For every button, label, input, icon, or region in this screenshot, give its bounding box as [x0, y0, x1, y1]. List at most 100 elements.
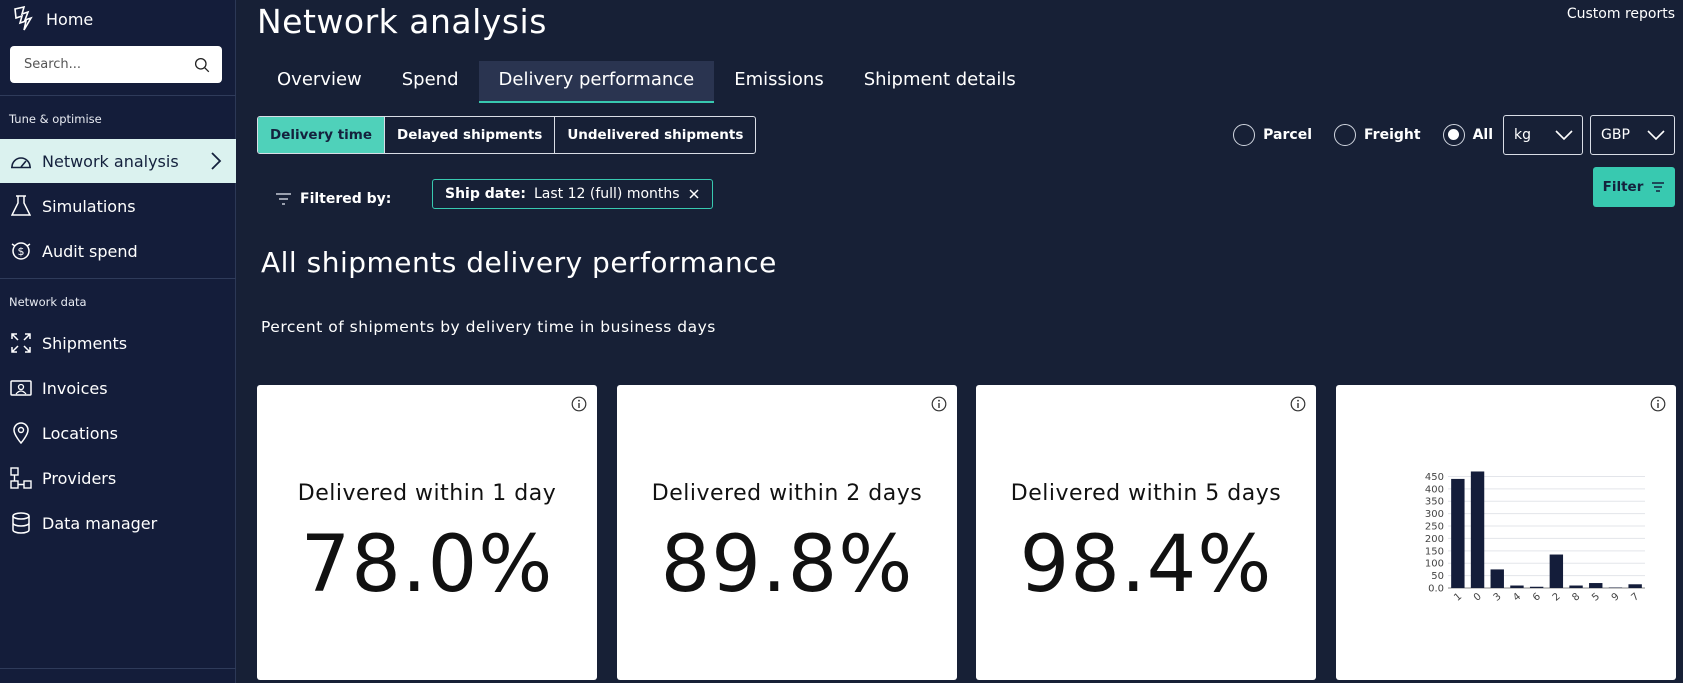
chart-bar[interactable] [1510, 585, 1524, 588]
radio-freight[interactable]: Freight [1334, 124, 1421, 146]
radio-button[interactable] [1442, 124, 1465, 146]
search-input[interactable] [24, 57, 194, 72]
audit-icon: $ [10, 240, 32, 262]
currency-select[interactable]: GBP [1590, 115, 1675, 155]
kpi-card-5-days: Delivered within 5 days 98.4% [976, 385, 1316, 680]
chart-bar[interactable] [1490, 569, 1504, 588]
y-tick-label: 100 [1425, 559, 1444, 570]
x-tick-label: 0 [1472, 591, 1484, 604]
x-tick-label: 4 [1511, 591, 1523, 604]
kpi-label: Delivered within 5 days [1010, 481, 1282, 506]
sidebar-item-label: Shipments [42, 333, 128, 353]
sidebar-item-audit-spend[interactable]: $ Audit spend [0, 229, 236, 273]
sidebar-item-label: Locations [42, 423, 119, 443]
close-icon[interactable] [688, 188, 700, 200]
search-icon[interactable] [194, 55, 210, 75]
chart-bar[interactable] [1569, 585, 1583, 588]
sidebar-item-label: Audit spend [42, 241, 138, 261]
segment-control: Delivery time Delayed shipments Undelive… [257, 116, 757, 154]
chart-bar[interactable] [1451, 478, 1465, 588]
y-tick-label: 0.0 [1428, 584, 1444, 595]
tab-delivery-performance[interactable]: Delivery performance [478, 61, 715, 103]
database-icon [10, 512, 32, 534]
chip-key: Ship date: [445, 186, 526, 202]
tab-shipment-details[interactable]: Shipment details [863, 69, 1016, 90]
logo-icon [14, 6, 33, 31]
y-tick-label: 250 [1425, 522, 1444, 533]
y-tick-label: 400 [1425, 484, 1444, 495]
section-title: All shipments delivery performance [261, 246, 777, 279]
radio-label: Freight [1364, 127, 1421, 143]
sidebar-item-data-manager[interactable]: Data manager [0, 501, 236, 545]
sidebar: Home Tune & optimise Network analysis Si… [0, 0, 236, 683]
radio-all[interactable]: All [1442, 124, 1493, 146]
info-icon[interactable] [931, 396, 947, 412]
flask-icon [10, 195, 32, 217]
kpi-label: Delivered within 1 day [297, 481, 557, 506]
search-box[interactable] [10, 46, 222, 83]
radio-label: Parcel [1263, 127, 1313, 143]
sidebar-divider [0, 95, 236, 96]
custom-reports-link[interactable]: Custom reports [1566, 6, 1675, 22]
sidebar-item-label: Invoices [42, 378, 108, 398]
filter-summary: Filtered by: Ship date: Last 12 (full) m… [275, 179, 713, 209]
chart-bar[interactable] [1529, 586, 1544, 588]
x-tick-label: 8 [1570, 591, 1582, 604]
tab-spend[interactable]: Spend [401, 69, 459, 90]
sidebar-divider [0, 668, 236, 669]
kpi-label: Delivered within 2 days [651, 481, 923, 506]
sidebar-divider [0, 278, 236, 279]
section-label-network: Network data [9, 295, 87, 309]
kpi-card-2-days: Delivered within 2 days 89.8% [617, 385, 957, 680]
sidebar-item-shipments[interactable]: Shipments [0, 321, 236, 365]
kpi-value: 89.8% [660, 520, 914, 610]
info-icon[interactable] [1290, 396, 1306, 412]
y-tick-label: 300 [1425, 509, 1444, 520]
y-tick-label: 200 [1425, 534, 1444, 545]
y-tick-label: 150 [1425, 546, 1444, 557]
sidebar-item-invoices[interactable]: Invoices [0, 366, 236, 410]
chart-bar[interactable] [1589, 583, 1603, 588]
svg-text:$: $ [18, 245, 25, 258]
radio-button[interactable] [1233, 124, 1256, 146]
home-label: Home [46, 9, 94, 29]
tab-overview[interactable]: Overview [277, 69, 362, 90]
x-tick-label: 7 [1629, 591, 1641, 604]
sidebar-item-locations[interactable]: Locations [0, 411, 236, 455]
info-icon[interactable] [1650, 396, 1666, 412]
x-tick-label: 9 [1610, 591, 1622, 604]
radio-button[interactable] [1334, 124, 1357, 146]
kpi-card-1-day: Delivered within 1 day 78.0% [257, 385, 597, 680]
section-label-tune: Tune & optimise [9, 112, 102, 126]
gauge-icon [10, 150, 32, 172]
sidebar-item-providers[interactable]: Providers [0, 456, 236, 500]
providers-icon [10, 467, 32, 489]
chart-bar[interactable] [1628, 584, 1642, 588]
info-icon[interactable] [571, 396, 587, 412]
chip-value: Last 12 (full) months [534, 186, 680, 202]
location-pin-icon [10, 422, 32, 444]
sidebar-item-network-analysis[interactable]: Network analysis [0, 139, 236, 183]
chevron-down-icon [1554, 126, 1574, 148]
filter-chip-ship-date[interactable]: Ship date: Last 12 (full) months [432, 179, 713, 209]
sidebar-item-label: Network analysis [42, 151, 179, 171]
segment-delivery-time[interactable]: Delivery time [258, 117, 386, 153]
chart-bar[interactable] [1549, 554, 1564, 588]
home-link[interactable]: Home [12, 4, 93, 34]
segment-delayed-shipments[interactable]: Delayed shipments [385, 117, 556, 153]
radio-label: All [1472, 127, 1493, 143]
x-tick-label: 2 [1551, 591, 1563, 604]
filter-button[interactable]: Filter [1593, 167, 1675, 207]
segment-undelivered-shipments[interactable]: Undelivered shipments [567, 127, 744, 143]
radio-parcel[interactable]: Parcel [1233, 124, 1312, 146]
chart-bar[interactable] [1470, 471, 1485, 588]
filter-button-label: Filter [1602, 179, 1644, 195]
sidebar-item-simulations[interactable]: Simulations [0, 184, 236, 228]
tab-emissions[interactable]: Emissions [734, 69, 824, 90]
sidebar-item-label: Simulations [42, 196, 136, 216]
section-subtitle: Percent of shipments by delivery time in… [261, 318, 716, 336]
x-tick-label: 1 [1452, 591, 1464, 604]
y-tick-label: 450 [1425, 472, 1444, 483]
unit-select[interactable]: kg [1503, 115, 1583, 155]
